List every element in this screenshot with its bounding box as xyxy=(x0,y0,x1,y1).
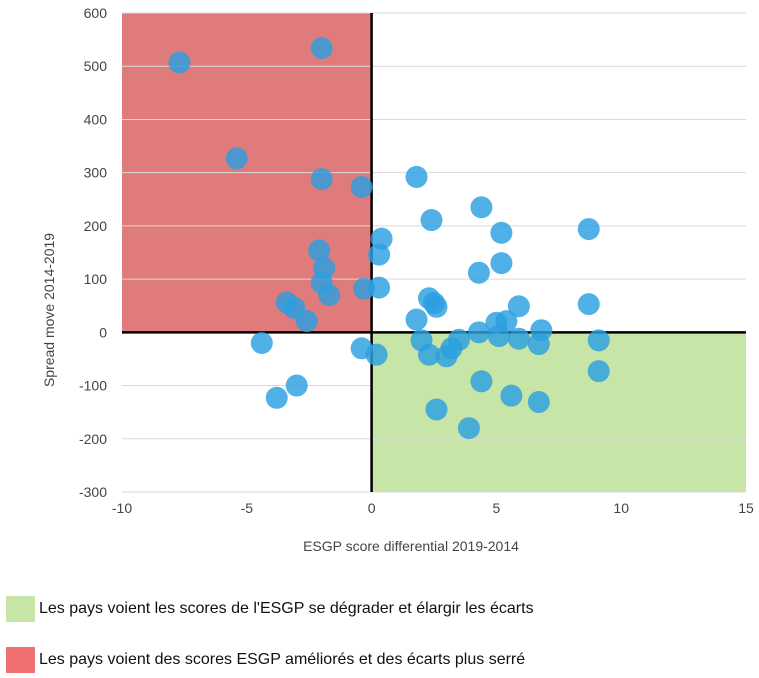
y-axis-title: Spread move 2014-2019 xyxy=(41,233,57,387)
y-tick-label: 600 xyxy=(84,5,108,21)
y-tick-label: -300 xyxy=(79,484,107,500)
data-point xyxy=(527,333,550,356)
data-point xyxy=(577,218,600,241)
data-point xyxy=(467,321,490,344)
data-point xyxy=(467,261,490,284)
data-point xyxy=(507,295,530,318)
y-tick-label: 400 xyxy=(84,111,108,127)
y-tick-label: 100 xyxy=(84,271,108,287)
data-point xyxy=(308,239,331,262)
x-tick-label: 5 xyxy=(493,500,501,516)
legend-swatch-green xyxy=(6,596,35,622)
legend-swatch-red xyxy=(6,647,35,673)
scatter-chart: 600 500 400 300 200 100 0 -100 -200 -300 -10 -5 0 5 10… xyxy=(41,5,754,554)
data-point xyxy=(370,227,393,250)
data-point xyxy=(318,284,341,307)
data-point xyxy=(487,325,510,348)
data-point xyxy=(470,196,493,219)
data-point xyxy=(265,386,288,409)
data-point xyxy=(490,221,513,244)
x-tick-label: 10 xyxy=(613,500,629,516)
data-point xyxy=(527,391,550,414)
legend-item-green: Les pays voient les scores de l'ESGP se … xyxy=(6,596,534,622)
data-point xyxy=(405,165,428,188)
legend-label-green: Les pays voient les scores de l'ESGP se … xyxy=(39,600,534,617)
y-tick-label: 500 xyxy=(84,58,108,74)
x-tick-label: 15 xyxy=(738,500,754,516)
x-tick-label: -10 xyxy=(112,500,132,516)
data-point xyxy=(225,147,248,170)
data-point xyxy=(310,168,333,191)
legend-label-red: Les pays voient des scores ESGP amélioré… xyxy=(39,651,526,668)
data-point xyxy=(405,308,428,331)
y-tick-label: -100 xyxy=(79,378,107,394)
y-tick-label: 200 xyxy=(84,218,108,234)
data-point xyxy=(285,374,308,397)
data-point xyxy=(310,37,333,60)
data-point xyxy=(350,176,373,199)
data-point xyxy=(425,398,448,421)
data-point xyxy=(295,310,318,333)
y-tick-label: -200 xyxy=(79,431,107,447)
y-tick-label: 0 xyxy=(99,324,107,340)
data-point xyxy=(420,209,443,232)
data-point xyxy=(577,293,600,316)
data-point xyxy=(457,417,480,440)
data-point xyxy=(425,295,448,318)
data-point xyxy=(365,343,388,366)
x-tick-label: -5 xyxy=(241,500,254,516)
y-tick-label: 300 xyxy=(84,165,108,181)
data-point xyxy=(418,343,441,366)
data-point xyxy=(368,276,391,299)
data-point xyxy=(490,252,513,275)
data-point xyxy=(587,360,610,383)
data-point xyxy=(250,331,273,354)
data-point xyxy=(447,328,470,351)
data-point xyxy=(168,51,191,74)
x-axis-title: ESGP score differential 2019-2014 xyxy=(303,538,519,554)
data-point xyxy=(500,384,523,407)
legend-item-red: Les pays voient des scores ESGP amélioré… xyxy=(6,647,525,673)
data-point xyxy=(587,329,610,352)
x-tick-label: 0 xyxy=(368,500,376,516)
data-point xyxy=(507,327,530,350)
data-point xyxy=(470,370,493,393)
